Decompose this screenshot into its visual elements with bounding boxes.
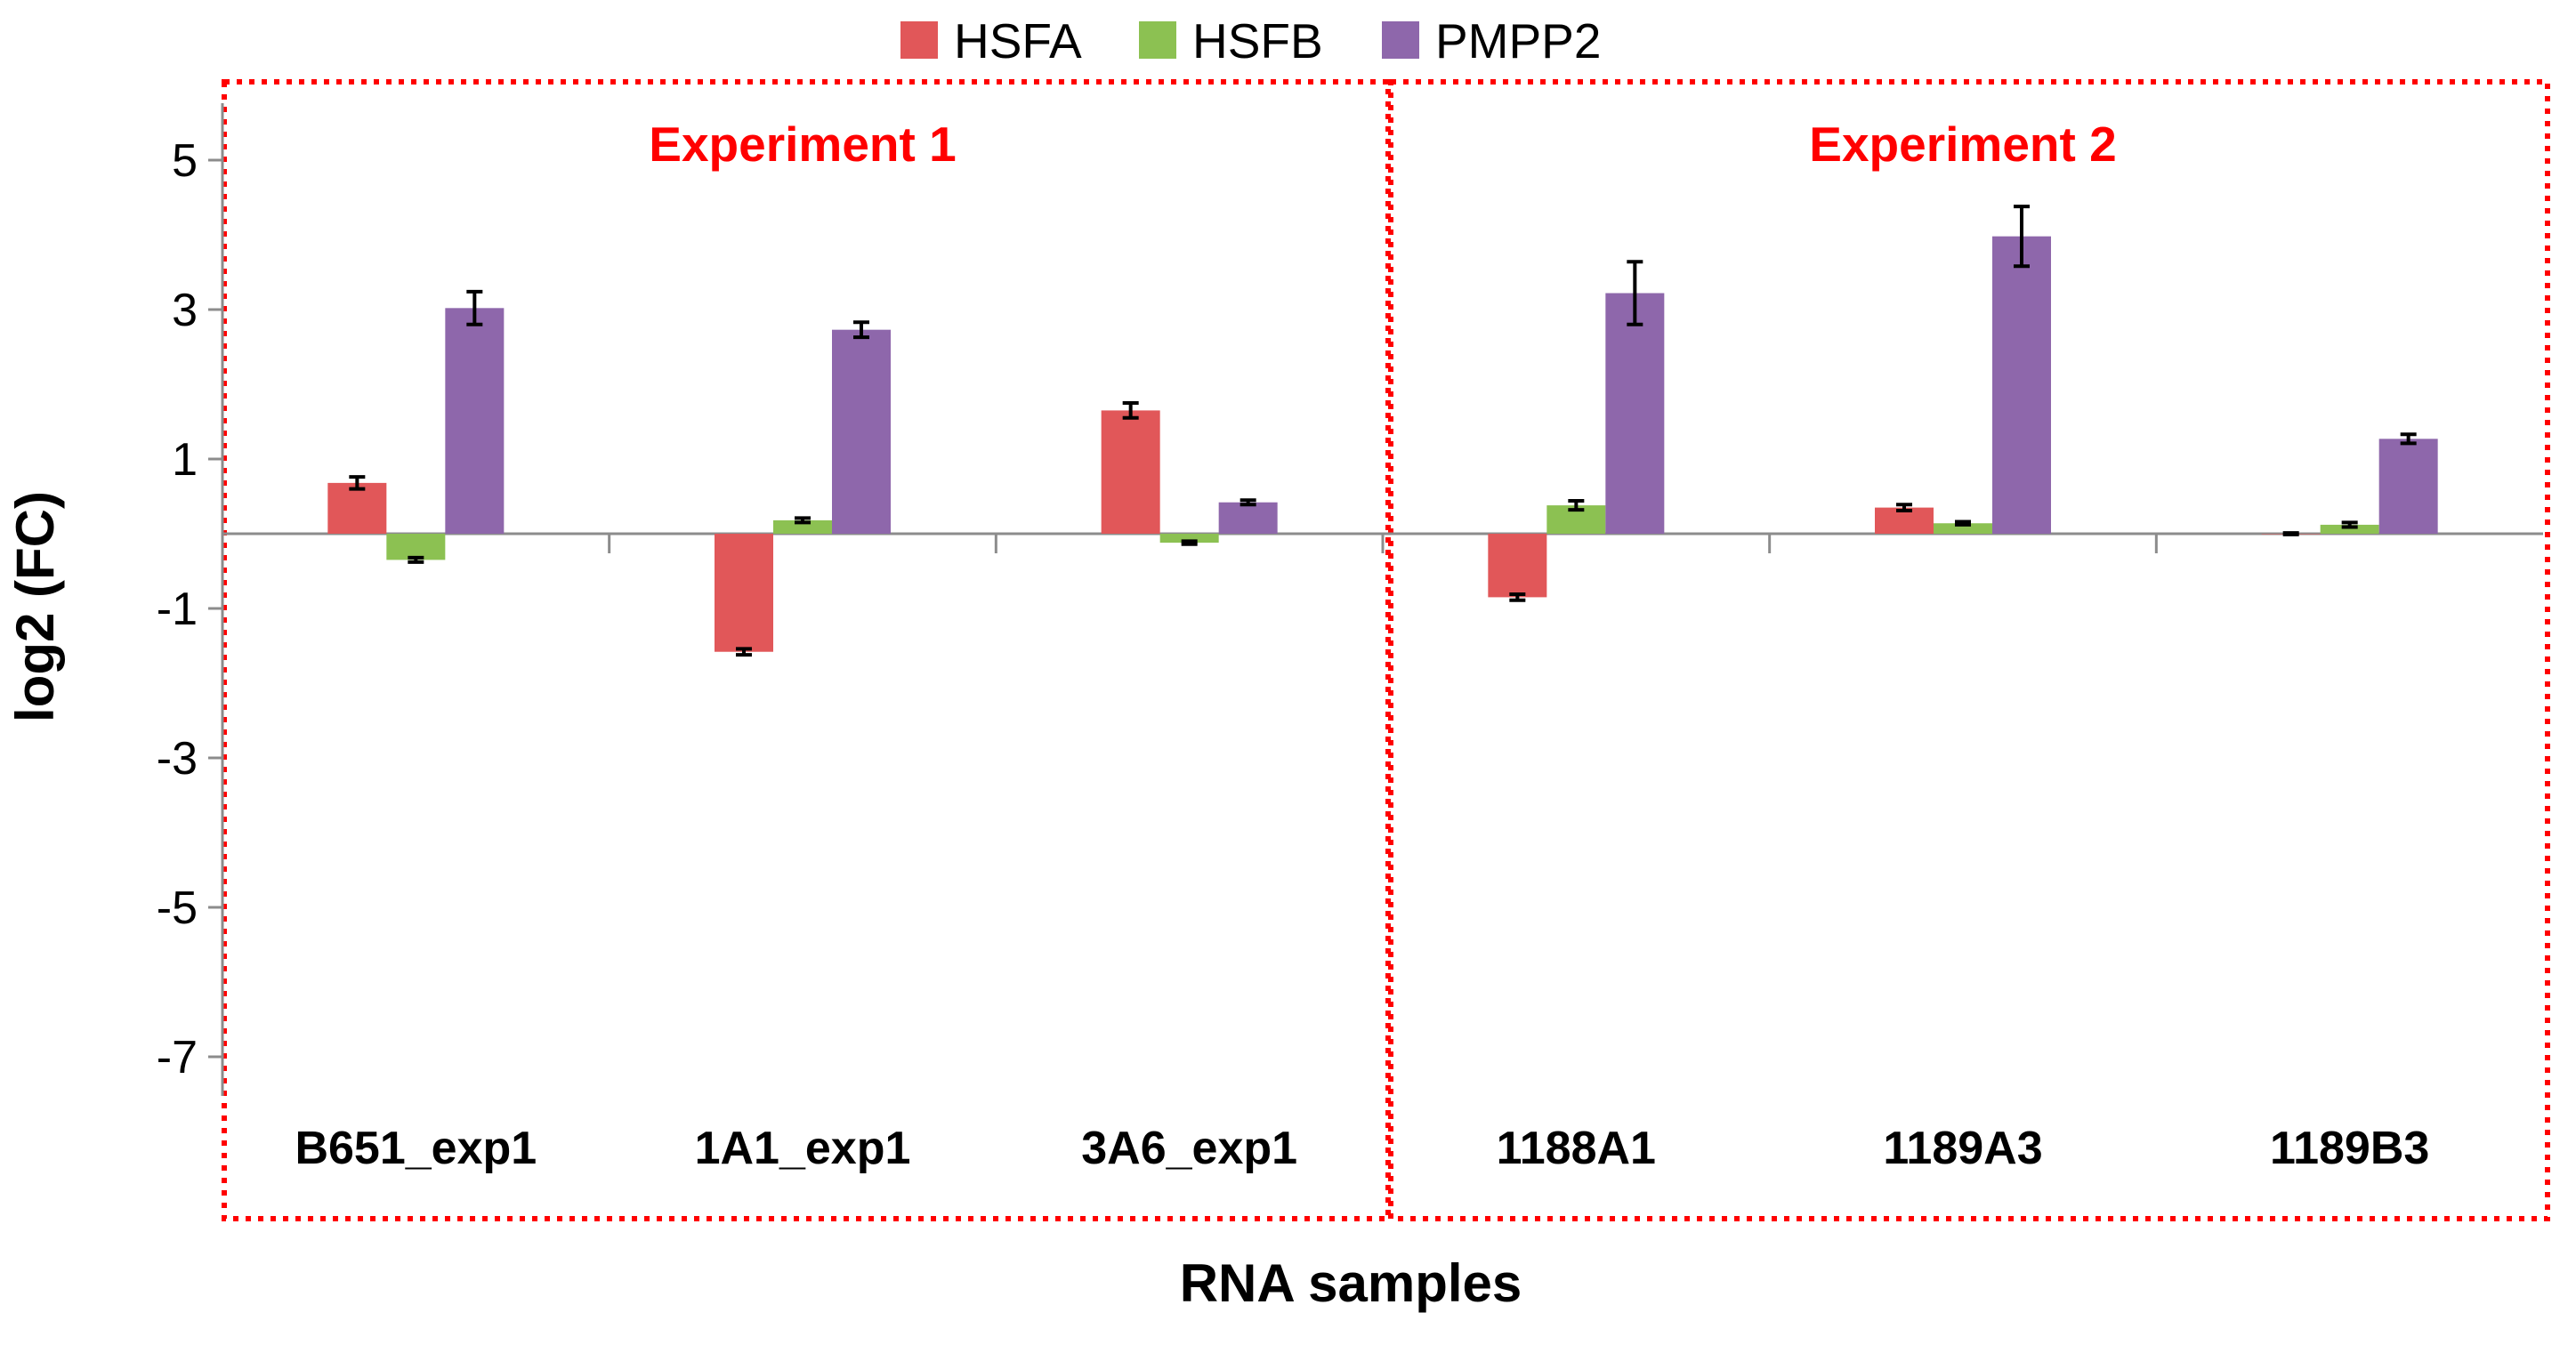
- category-label: 1A1_exp1: [695, 1123, 911, 1174]
- bar-pmpp2-1189a3: [1992, 236, 2051, 534]
- legend-label-pmpp2: PMPP2: [1435, 13, 1601, 68]
- legend-swatch-pmpp2: [1382, 21, 1419, 59]
- bar-pmpp2-b651_exp1: [445, 308, 505, 534]
- category-label: B651_exp1: [295, 1123, 537, 1174]
- legend-label-hsfa: HSFA: [954, 13, 1082, 68]
- y-tick-label: 5: [172, 135, 198, 187]
- legend-swatch-hsfa: [900, 21, 938, 59]
- bar-hsfb-1a1_exp1: [773, 519, 832, 534]
- category-labels: B651_exp1 1A1_exp1 3A6_exp1 1188A1 1189A3 118…: [295, 1123, 2429, 1174]
- category-label: 3A6_exp1: [1081, 1123, 1297, 1174]
- y-tick-label: -1: [157, 584, 198, 635]
- group-box-2: [1388, 79, 2550, 1221]
- legend-swatch-hsfb: [1139, 21, 1176, 59]
- group-title: Experiment 1: [649, 117, 956, 172]
- bar-hsfb-1189a3: [1934, 523, 1992, 534]
- bar-hsfb-b651_exp1: [386, 534, 446, 560]
- bar-hsfa-1a1_exp1: [715, 534, 773, 652]
- y-tick-label: -7: [157, 1032, 198, 1083]
- bars: [327, 205, 2438, 657]
- axes: 5 3 1 -1 -3 -5 -7: [157, 103, 2543, 1096]
- group-boxes: Experiment 1 Experiment 2: [222, 79, 2550, 1221]
- bar-pmpp2-1188a1: [1605, 293, 1665, 534]
- bar-hsfa-3a6_exp1: [1101, 410, 1160, 534]
- category-label: 1189B3: [2270, 1123, 2429, 1174]
- group-title: Experiment 2: [1809, 117, 2116, 172]
- x-axis-title: RNA samples: [1180, 1253, 1522, 1313]
- bar-pmpp2-3a6_exp1: [1218, 502, 1278, 534]
- y-tick-label: 3: [172, 285, 198, 336]
- y-tick-label: 1: [172, 434, 198, 486]
- group-box-1: [222, 79, 1391, 1221]
- category-label: 1188A1: [1497, 1123, 1656, 1174]
- bar-hsfb-1189b3: [2320, 524, 2379, 534]
- category-label: 1189A3: [1883, 1123, 2042, 1174]
- bar-pmpp2-1a1_exp1: [832, 329, 891, 534]
- y-tick-label: -5: [157, 882, 198, 934]
- bar-hsfa-b651_exp1: [327, 482, 387, 534]
- bar-hsfb-3a6_exp1: [1159, 534, 1219, 544]
- legend-label-hsfb: HSFB: [1192, 13, 1323, 68]
- bar-hsfa-1188a1: [1488, 534, 1547, 598]
- y-axis-title: log2 (FC): [5, 491, 65, 722]
- legend: HSFA HSFB PMPP2: [900, 13, 1601, 68]
- y-tick-label: -3: [157, 733, 198, 785]
- bar-pmpp2-1189b3: [2378, 439, 2438, 534]
